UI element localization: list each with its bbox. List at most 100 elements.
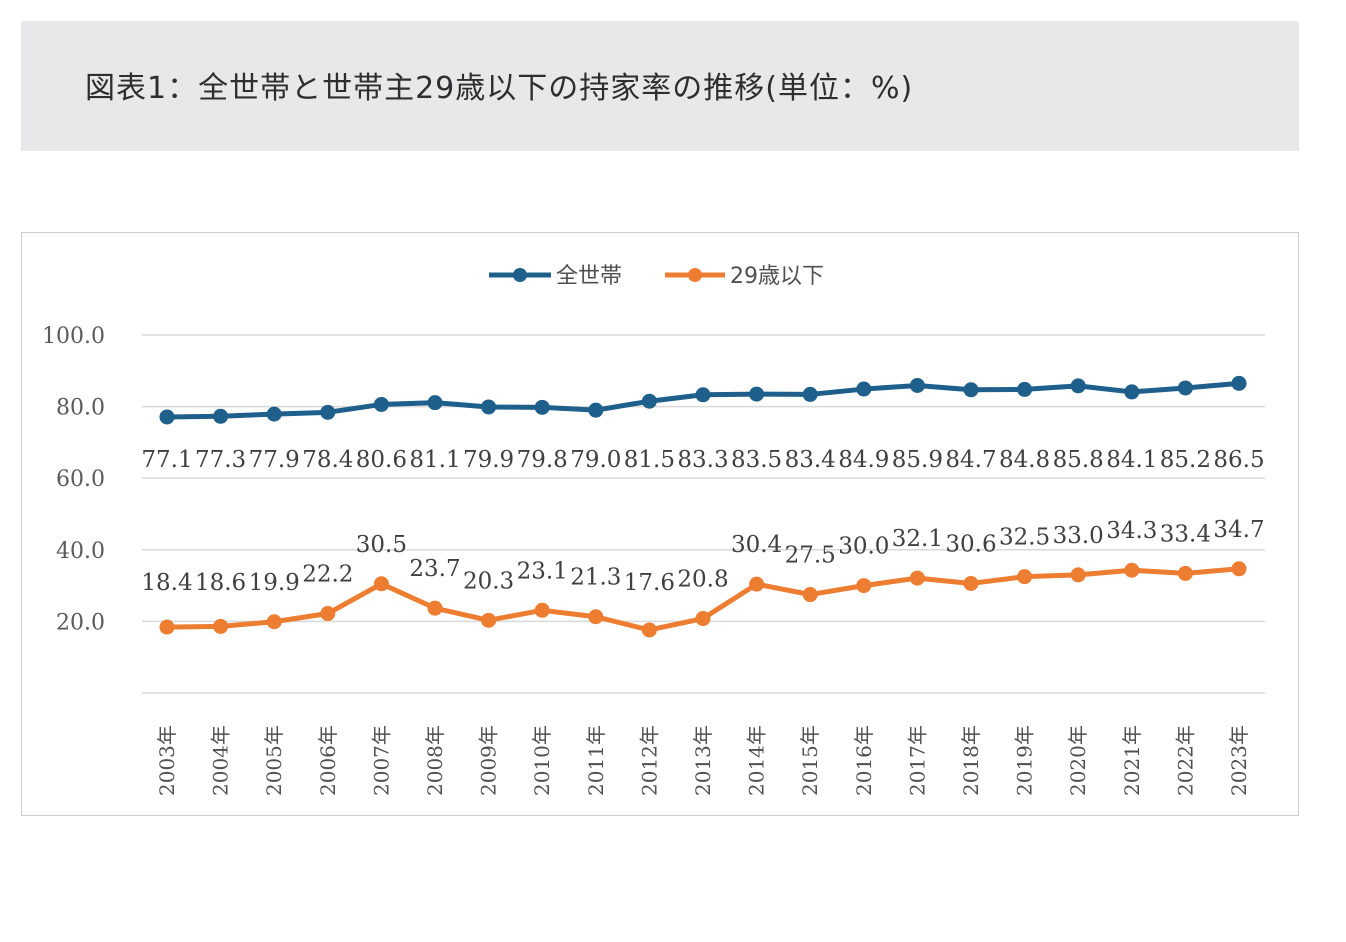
data-point (266, 614, 282, 630)
x-tick-label: 2023年 (1227, 725, 1251, 796)
data-point (534, 399, 550, 415)
x-tick-label: 2005年 (262, 725, 286, 796)
x-tick-label: 2014年 (745, 725, 769, 796)
data-label: 84.1 (1106, 447, 1157, 473)
data-label: 77.9 (249, 447, 300, 473)
y-tick-label: 80.0 (56, 396, 105, 421)
data-point (641, 393, 657, 409)
data-label: 34.3 (1106, 518, 1157, 544)
data-point (481, 612, 497, 628)
data-point (373, 576, 389, 592)
page-title: 図表1：全世帯と世帯主29歳以下の持家率の推移(単位：%) (85, 71, 914, 106)
data-point (1017, 569, 1033, 585)
data-point (802, 587, 818, 603)
data-point (373, 396, 389, 412)
data-label: 84.9 (838, 447, 889, 473)
data-point (159, 409, 175, 425)
data-label: 86.5 (1213, 447, 1264, 473)
data-label: 23.1 (517, 558, 568, 584)
data-point (320, 606, 336, 622)
legend-marker (688, 268, 702, 282)
x-tick-label: 2013年 (691, 725, 715, 796)
data-label: 30.6 (945, 531, 996, 557)
data-label: 27.5 (785, 543, 836, 569)
data-label: 20.3 (463, 568, 514, 594)
data-label: 19.9 (249, 570, 300, 596)
data-label: 83.4 (785, 447, 836, 473)
x-tick-label: 2007年 (369, 725, 393, 796)
data-label: 78.4 (302, 447, 353, 473)
data-point (427, 600, 443, 616)
data-label: 79.8 (517, 447, 568, 473)
data-label: 22.2 (302, 562, 353, 588)
data-label: 84.7 (945, 447, 996, 473)
data-point (213, 618, 229, 634)
data-label: 83.5 (731, 447, 782, 473)
data-point (749, 576, 765, 592)
x-tick-label: 2010年 (530, 725, 554, 796)
data-label: 33.0 (1053, 523, 1104, 549)
title-banner: 図表1：全世帯と世帯主29歳以下の持家率の推移(単位：%) (21, 21, 1299, 151)
data-label: 21.3 (570, 565, 621, 591)
x-tick-label: 2011年 (584, 725, 608, 796)
x-axis-ticks: 2003年 2004年 2005年 2006年 2007年 2008年 2009年 2010年… (155, 725, 1251, 796)
x-tick-label: 2006年 (316, 725, 340, 796)
data-label: 81.5 (624, 447, 675, 473)
x-tick-label: 2017年 (905, 725, 929, 796)
y-tick-label: 100.0 (42, 324, 105, 349)
legend: 全世帯 29歳以下 (489, 264, 824, 289)
data-point (749, 386, 765, 402)
data-point (1070, 378, 1086, 394)
legend-label: 29歳以下 (730, 264, 824, 289)
data-point (856, 578, 872, 594)
data-point (1124, 384, 1140, 400)
data-point (1124, 562, 1140, 578)
data-label: 18.6 (195, 570, 246, 596)
y-tick-label: 20.0 (56, 610, 105, 635)
data-label: 30.0 (838, 534, 889, 560)
x-tick-label: 2016年 (852, 725, 876, 796)
legend-item: 全世帯 (489, 264, 622, 289)
data-point (856, 381, 872, 397)
data-label: 79.0 (570, 447, 621, 473)
x-tick-label: 2004年 (209, 725, 233, 796)
data-label: 18.4 (141, 570, 192, 596)
data-point (481, 399, 497, 415)
data-point (1177, 565, 1193, 581)
data-point (909, 377, 925, 393)
x-tick-label: 2018年 (959, 725, 983, 796)
data-label: 80.6 (356, 447, 407, 473)
data-point (802, 386, 818, 402)
data-point (427, 395, 443, 411)
data-point (1070, 567, 1086, 583)
data-point (213, 408, 229, 424)
data-point (641, 622, 657, 638)
data-point (963, 575, 979, 591)
data-label: 77.3 (195, 447, 246, 473)
chart-frame (21, 232, 1299, 816)
data-point (695, 387, 711, 403)
data-label: 83.3 (677, 447, 728, 473)
data-point (588, 609, 604, 625)
data-point (1017, 381, 1033, 397)
data-label: 33.4 (1160, 521, 1211, 547)
data-label: 32.1 (892, 526, 943, 552)
x-tick-label: 2008年 (423, 725, 447, 796)
data-label: 85.2 (1160, 447, 1211, 473)
data-point (909, 570, 925, 586)
data-label: 20.8 (677, 567, 728, 593)
data-point (1231, 375, 1247, 391)
data-label: 30.5 (356, 532, 407, 558)
data-label: 85.8 (1053, 447, 1104, 473)
data-label: 79.9 (463, 447, 514, 473)
y-axis-ticks: 20.0 40.0 60.0 80.0 100.0 (42, 324, 105, 635)
series-under-29 (159, 561, 1247, 638)
data-label: 84.8 (999, 447, 1050, 473)
data-point (695, 611, 711, 627)
data-label: 23.7 (409, 556, 460, 582)
data-label: 34.7 (1213, 517, 1264, 543)
data-label: 17.6 (624, 570, 675, 596)
data-label: 85.9 (892, 447, 943, 473)
data-point (963, 382, 979, 398)
